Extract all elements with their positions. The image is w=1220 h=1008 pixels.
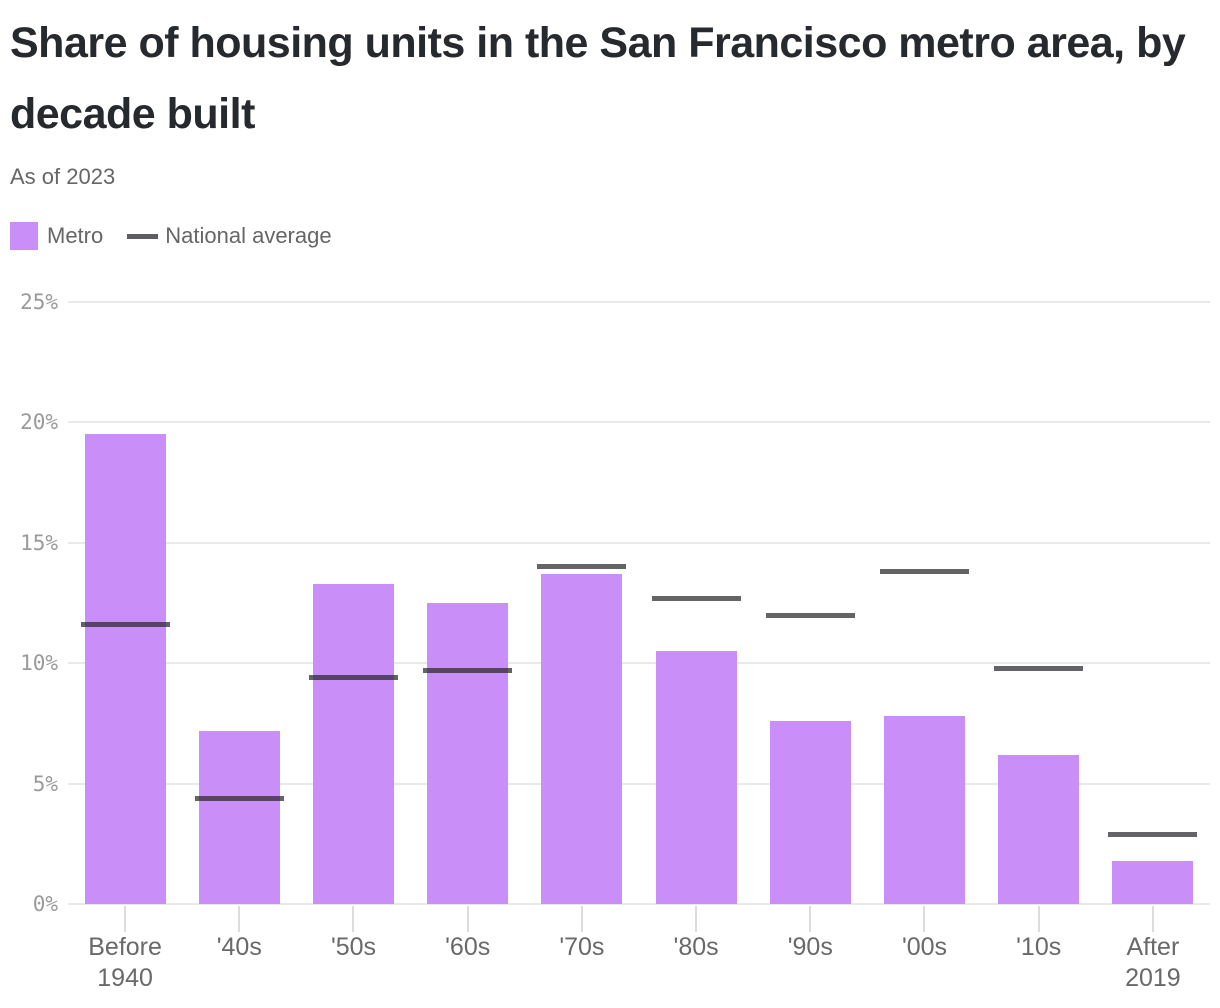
- national-average-line: [994, 665, 1084, 671]
- gridline: [68, 541, 1210, 544]
- category-column: '00s: [867, 302, 981, 961]
- x-axis-label: '70s: [559, 933, 605, 961]
- x-axis-label: '90s: [787, 933, 833, 961]
- x-axis-tick: [809, 906, 812, 932]
- y-axis-label: 10%: [20, 651, 58, 676]
- national-average-line: [1108, 831, 1198, 837]
- chart-title: Share of housing units in the San Franci…: [10, 19, 1186, 138]
- y-axis-label: 20%: [20, 410, 58, 435]
- legend-national-average-label: National average: [165, 223, 332, 248]
- metro-bar: [655, 651, 737, 904]
- chart-subtitle: As of 2023: [10, 164, 116, 189]
- category-column: '70s: [525, 302, 639, 961]
- x-axis-tick: [352, 906, 355, 932]
- x-axis-label: '50s: [330, 933, 377, 961]
- y-axis-label: 15%: [20, 530, 58, 555]
- category-column: '80s: [639, 302, 753, 961]
- metro-bar: [541, 574, 623, 904]
- x-axis-tick: [1037, 906, 1040, 932]
- metro-bar: [427, 603, 509, 904]
- metro-bar: [312, 583, 394, 904]
- x-axis-label: '60s: [445, 933, 491, 961]
- y-axis-label: 25%: [20, 290, 58, 314]
- gridline: [68, 662, 1210, 665]
- national-average-line: [537, 564, 627, 570]
- category-column: '90s: [753, 302, 867, 961]
- gridline: [68, 903, 1210, 905]
- category-column: After 2019: [1096, 302, 1210, 992]
- x-axis-tick: [124, 906, 127, 932]
- gridline: [68, 301, 1210, 303]
- category-column: '40s: [182, 302, 296, 961]
- national-average-line: [651, 595, 741, 601]
- national-average-line: [194, 795, 284, 801]
- x-axis-label: Before 1940: [88, 933, 162, 992]
- category-column: Before 1940: [68, 302, 182, 992]
- category-column: '50s: [296, 302, 410, 961]
- x-axis-tick: [1151, 906, 1154, 932]
- x-axis-tick: [466, 906, 469, 932]
- x-axis-label: '00s: [901, 933, 948, 961]
- national-average-line: [423, 667, 513, 673]
- national-average-line-icon: [127, 233, 159, 239]
- x-axis-tick: [923, 906, 926, 932]
- y-axis-label: 0%: [32, 892, 58, 916]
- x-axis-label: '10s: [1016, 933, 1062, 961]
- gridline: [68, 421, 1210, 424]
- x-axis-tick: [238, 906, 241, 932]
- national-average-line: [879, 569, 969, 575]
- metro-bar: [1112, 860, 1194, 904]
- x-axis-tick: [580, 906, 583, 932]
- national-average-line: [80, 622, 170, 628]
- bar-chart: 0% 5% 10% 15% 20% 25% Before 1940 '40s '50s '60s…: [0, 290, 1220, 1008]
- x-axis-label: '80s: [673, 933, 719, 961]
- category-column: '60s: [411, 302, 525, 961]
- legend-metro-label: Metro: [47, 223, 104, 248]
- gridline: [68, 782, 1210, 785]
- x-axis-label: After 2019: [1125, 933, 1181, 992]
- metro-swatch-icon: [10, 222, 38, 250]
- metro-bar: [998, 754, 1080, 904]
- y-axis-label: 5%: [32, 771, 58, 796]
- legend: Metro National average: [10, 221, 332, 251]
- metro-bar: [769, 721, 851, 904]
- metro-bar: [84, 434, 166, 904]
- national-average-line: [765, 612, 855, 618]
- x-axis-label: '40s: [216, 933, 262, 961]
- metro-bar: [883, 716, 965, 904]
- national-average-line: [308, 675, 398, 681]
- metro-bar: [198, 730, 280, 904]
- category-column: '10s: [982, 302, 1096, 961]
- y-axis: 0% 5% 10% 15% 20% 25%: [0, 290, 58, 916]
- plot-area: Before 1940 '40s '50s '60s '70s '80s '90s '00s '…: [68, 301, 1210, 992]
- x-axis-tick: [695, 906, 698, 932]
